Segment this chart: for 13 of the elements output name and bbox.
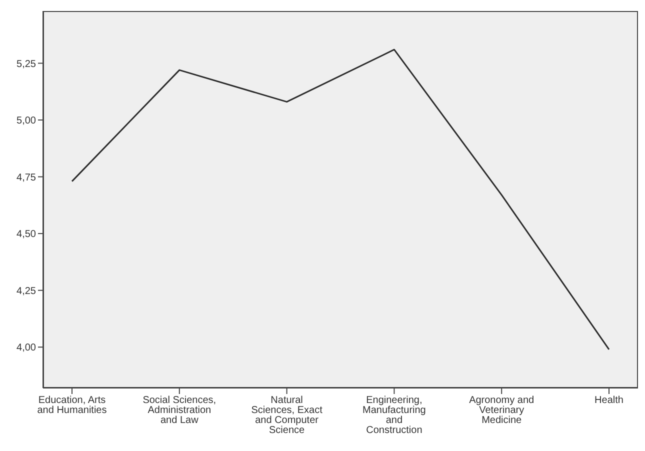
y-tick-label: 4,00	[16, 342, 36, 354]
line-series	[71, 48, 610, 350]
y-tick-label: 4,25	[16, 286, 36, 297]
y-tick-label: 4,50	[16, 229, 36, 240]
x-tick-label: Health	[594, 395, 624, 406]
x-tick-label: Social Sciences, Administration and Law	[142, 395, 216, 426]
y-tick-label: 5,00	[16, 116, 36, 127]
x-tick-label: Education, Arts and Humanities	[37, 395, 107, 416]
y-tick-label: 4,75	[16, 172, 36, 184]
x-tick-label: Agronomy and Veterinary Medicine	[469, 395, 534, 426]
x-tick-label: Natural Sciences, Exact and Computer Science	[251, 395, 323, 436]
x-tick-label: Engineering, Manufacturing and Construction	[362, 395, 426, 436]
y-tick-label: 5,25	[16, 58, 36, 70]
